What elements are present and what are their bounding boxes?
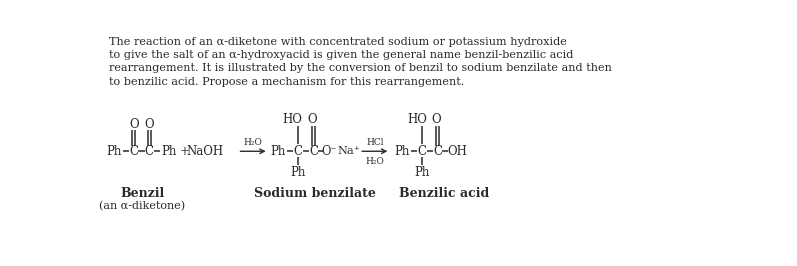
Text: O: O	[129, 118, 139, 131]
Text: Benzilic acid: Benzilic acid	[399, 187, 489, 200]
Text: O: O	[307, 113, 316, 126]
Text: C: C	[433, 145, 442, 158]
Text: OH: OH	[447, 145, 467, 158]
Text: Ph: Ph	[270, 145, 285, 158]
Text: HO: HO	[407, 113, 427, 126]
Text: H₂O: H₂O	[244, 138, 262, 147]
Text: Ph: Ph	[395, 145, 410, 158]
Text: C: C	[418, 145, 426, 158]
Text: C: C	[293, 145, 303, 158]
Text: HO: HO	[282, 113, 302, 126]
Text: HCl: HCl	[366, 138, 383, 147]
Text: +: +	[180, 145, 190, 158]
Text: Ph: Ph	[106, 145, 121, 158]
Text: C: C	[129, 145, 138, 158]
Text: C: C	[309, 145, 318, 158]
Text: O⁻: O⁻	[321, 145, 337, 158]
Text: O: O	[431, 113, 441, 126]
Text: (an α-diketone): (an α-diketone)	[99, 201, 186, 211]
Text: Ph: Ph	[162, 145, 177, 158]
Text: H₂O: H₂O	[365, 157, 384, 166]
Text: C: C	[145, 145, 154, 158]
Text: Ph: Ph	[414, 165, 430, 178]
Text: The reaction of an α-diketone with concentrated sodium or potassium hydroxide
to: The reaction of an α-diketone with conce…	[109, 36, 612, 87]
Text: Na⁺: Na⁺	[338, 146, 360, 156]
Text: NaOH: NaOH	[186, 145, 224, 158]
Text: O: O	[144, 118, 154, 131]
Text: Sodium benzilate: Sodium benzilate	[254, 187, 376, 200]
Text: Benzil: Benzil	[120, 187, 164, 200]
Text: Ph: Ph	[290, 165, 306, 178]
